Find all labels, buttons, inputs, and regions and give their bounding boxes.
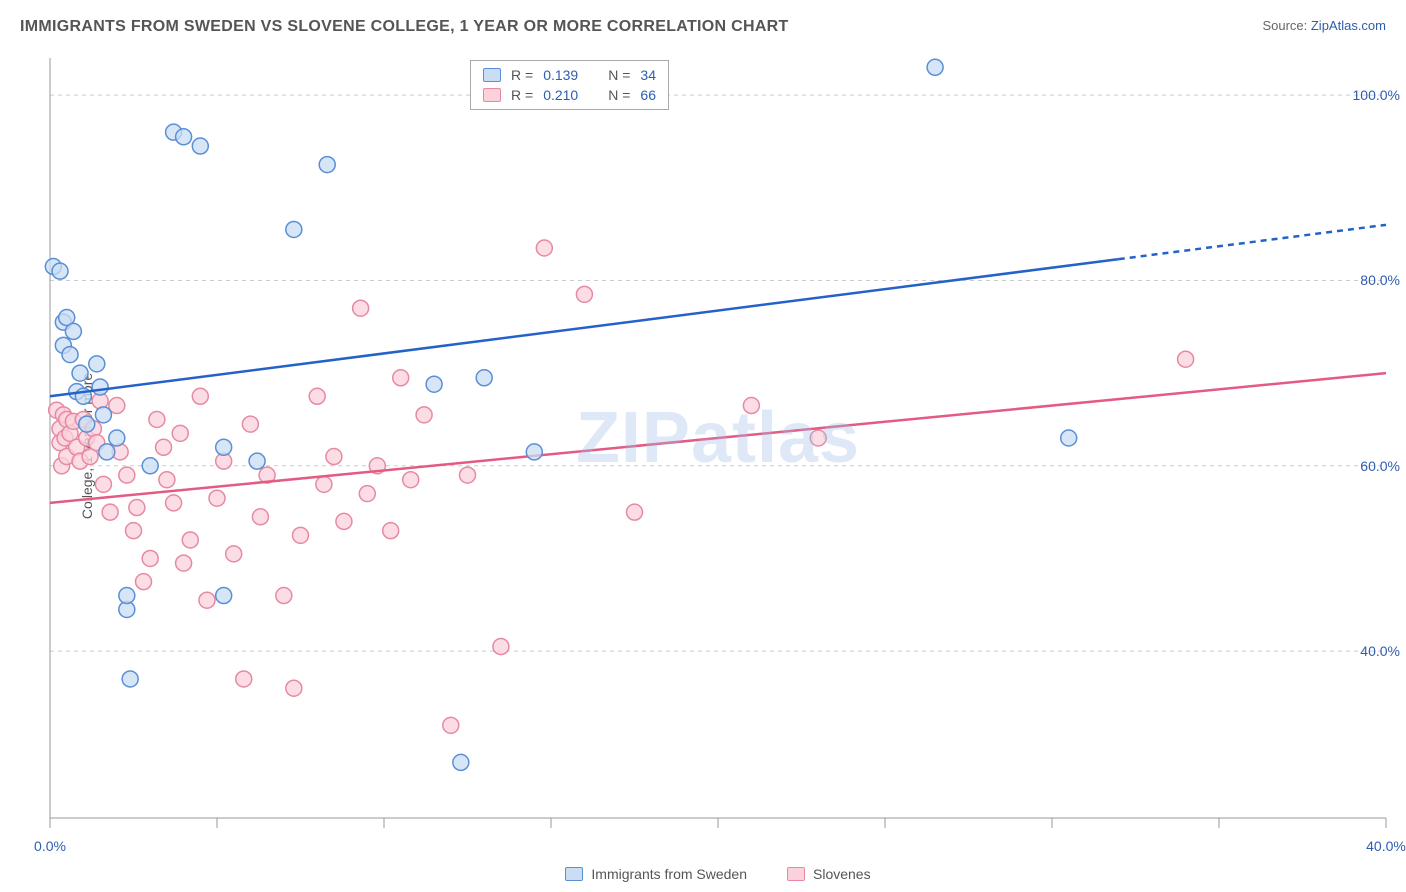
ytick-60: 60.0%: [1360, 458, 1400, 474]
stats-row-sweden: R = 0.139 N = 34: [471, 65, 668, 85]
source-prefix: Source:: [1262, 18, 1310, 33]
legend-item-slovenes: Slovenes: [787, 866, 871, 882]
source-attribution: Source: ZipAtlas.com: [1262, 18, 1386, 33]
xtick-40: 40.0%: [1366, 838, 1406, 854]
n-label: N =: [608, 67, 630, 83]
r-value: 0.139: [543, 67, 578, 83]
swatch-slovenes-icon: [787, 867, 805, 881]
legend-label: Immigrants from Sweden: [591, 866, 747, 882]
plot-svg: [50, 58, 1386, 818]
r-label: R =: [511, 67, 533, 83]
ytick-40: 40.0%: [1360, 643, 1400, 659]
n-value: 34: [640, 67, 656, 83]
swatch-sweden-icon: [483, 68, 501, 82]
swatch-sweden-icon: [565, 867, 583, 881]
source-link[interactable]: ZipAtlas.com: [1311, 18, 1386, 33]
r-label: R =: [511, 87, 533, 103]
scatter-plot: ZIPatlas R = 0.139 N = 34 R = 0.210 N = …: [50, 58, 1386, 818]
swatch-slovenes-icon: [483, 88, 501, 102]
n-value: 66: [640, 87, 656, 103]
legend-label: Slovenes: [813, 866, 871, 882]
n-label: N =: [608, 87, 630, 103]
stats-row-slovenes: R = 0.210 N = 66: [471, 85, 668, 105]
r-value: 0.210: [543, 87, 578, 103]
ytick-100: 100.0%: [1353, 87, 1400, 103]
legend-item-sweden: Immigrants from Sweden: [565, 866, 747, 882]
ytick-80: 80.0%: [1360, 272, 1400, 288]
x-axis-legend: Immigrants from Sweden Slovenes: [50, 866, 1386, 882]
xtick-0: 0.0%: [34, 838, 66, 854]
chart-container: IMMIGRANTS FROM SWEDEN VS SLOVENE COLLEG…: [0, 0, 1406, 892]
correlation-stats-box: R = 0.139 N = 34 R = 0.210 N = 66: [470, 60, 669, 110]
chart-title: IMMIGRANTS FROM SWEDEN VS SLOVENE COLLEG…: [20, 18, 789, 36]
